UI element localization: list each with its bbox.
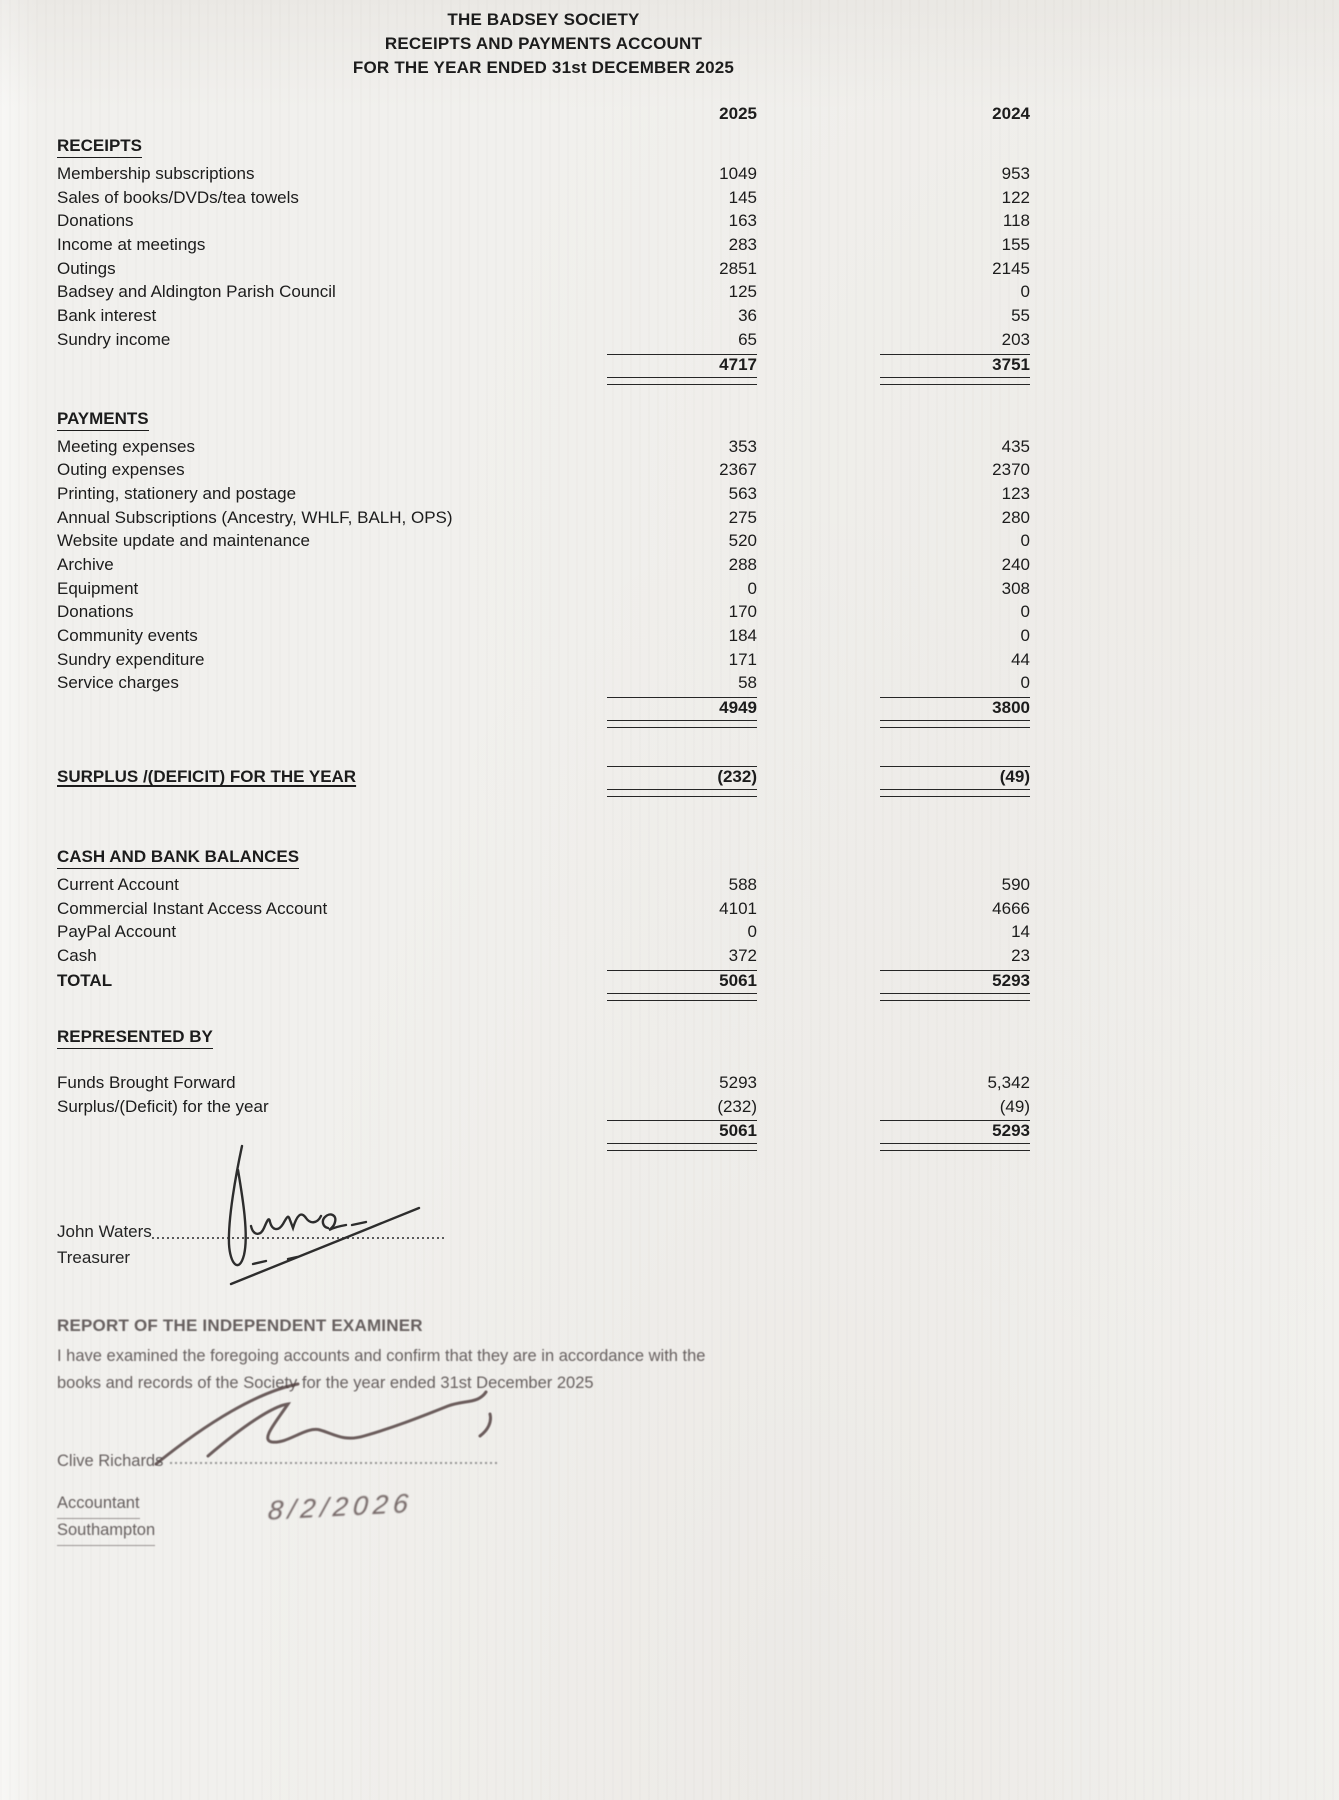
double-rule — [57, 1143, 1030, 1155]
examiner-role: Accountant — [57, 1490, 140, 1519]
table-row: Outings 2851 2145 — [57, 258, 1030, 278]
surplus-2024: (49) — [880, 766, 1030, 787]
table-row: Outing expenses 2367 2370 — [57, 460, 1030, 480]
represented-total-2024: 5293 — [880, 1120, 1030, 1141]
treasurer-role: Treasurer — [57, 1248, 131, 1267]
table-row: Equipment 0 308 — [57, 578, 1030, 598]
balances-total-2025: 5061 — [607, 969, 757, 991]
table-row: Income at meetings 283 155 — [57, 235, 1030, 255]
receipts-total-2024: 3751 — [880, 353, 1030, 375]
table-row: Cash 372 23 — [57, 946, 1030, 966]
examiner-line-1: I have examined the foregoing accounts a… — [57, 1347, 706, 1365]
table-row: Donations 170 0 — [57, 602, 1030, 622]
balances-total-2024: 5293 — [880, 969, 1030, 991]
table-row: Sundry expenditure 171 44 — [57, 649, 1030, 669]
table-row: Donations 163 118 — [57, 211, 1030, 231]
examiner-signature-image — [154, 1382, 492, 1466]
payments-heading: PAYMENTS — [57, 409, 149, 431]
examiner-city: Southampton — [57, 1517, 156, 1546]
examiner-heading: REPORT OF THE INDEPENDENT EXAMINER — [57, 1316, 423, 1335]
represented-total-2025: 5061 — [607, 1120, 757, 1141]
represented-section: REPRESENTED BY Funds Brought Forward 5293… — [57, 1027, 1030, 1155]
payments-total-row: 4949 3800 — [57, 697, 1030, 720]
examiner-dotted-line — [170, 1462, 500, 1464]
document-title: THE BADSEY SOCIETY RECEIPTS AND PAYMENTS… — [57, 0, 1030, 80]
year-header-2024: 2024 — [992, 104, 1030, 123]
table-row: Meeting expenses 353 435 — [57, 436, 1030, 456]
balances-heading: CASH AND BANK BALANCES — [57, 847, 300, 870]
table-row: Annual Subscriptions (Ancestry, WHLF, BA… — [57, 507, 1030, 527]
table-row: Website update and maintenance 520 0 — [57, 531, 1030, 551]
treasurer-name: John Waters — [57, 1222, 152, 1241]
year-header-2025: 2025 — [719, 104, 757, 123]
receipts-total-row: 4717 3751 — [57, 353, 1030, 377]
payments-total-2024: 3800 — [880, 697, 1030, 718]
double-rule — [57, 720, 1030, 732]
table-row: Archive 288 240 — [57, 554, 1030, 574]
table-row: Commercial Instant Access Account 4101 466… — [57, 898, 1030, 918]
treasurer-signature-image — [227, 1144, 421, 1286]
examiner-date-handwritten: 8/2/2026 — [266, 1488, 415, 1526]
balances-total-row: TOTAL 5061 5293 — [57, 969, 1030, 993]
surplus-2025: (232) — [607, 766, 757, 787]
table-row: Membership subscriptions 1049 953 — [57, 164, 1030, 183]
table-row: Funds Brought Forward 5293 5,342 — [57, 1072, 1030, 1092]
represented-heading: REPRESENTED BY — [57, 1027, 213, 1049]
table-row: Printing, stationery and postage 563 123 — [57, 483, 1030, 503]
title-line-2: RECEIPTS AND PAYMENTS ACCOUNT — [384, 34, 703, 53]
table-row: Surplus/(Deficit) for the year (232) (49) — [57, 1096, 1030, 1116]
double-rule — [57, 992, 1030, 1005]
table-row: Sales of books/DVDs/tea towels 145 122 — [57, 187, 1030, 207]
table-row: Community events 184 0 — [57, 626, 1030, 645]
payments-total-2025: 4949 — [607, 697, 757, 718]
receipts-section: RECEIPTS Membership subscriptions 1049 953… — [57, 136, 1030, 389]
signature-dotted-line — [152, 1237, 445, 1239]
table-row: Current Account 588 590 — [57, 875, 1030, 895]
balances-total-label: TOTAL — [57, 970, 113, 990]
accounts-content: THE BADSEY SOCIETY RECEIPTS AND PAYMENTS… — [57, 0, 1030, 1155]
title-line-1: THE BADSEY SOCIETY — [447, 10, 640, 29]
title-line-3: FOR THE YEAR ENDED 31st DECEMBER 2025 — [352, 58, 735, 77]
year-header-row: 2025 2024 — [57, 104, 1030, 128]
balances-section: CASH AND BANK BALANCES Current Account 58… — [57, 847, 1030, 1005]
table-row: Sundry income 65 203 — [57, 329, 1030, 349]
table-row: Badsey and Aldington Parish Council 125 0 — [57, 282, 1030, 302]
double-rule — [57, 789, 1030, 801]
table-row: Bank interest 36 55 — [57, 306, 1030, 326]
represented-total-row: 5061 5293 — [57, 1120, 1030, 1143]
surplus-section: SURPLUS /(DEFICIT) FOR THE YEAR (232) (4… — [57, 766, 1030, 801]
receipts-heading: RECEIPTS — [57, 136, 143, 158]
double-rule — [57, 376, 1030, 389]
table-row: Service charges 58 0 — [57, 673, 1030, 693]
surplus-label: SURPLUS /(DEFICIT) FOR THE YEAR — [57, 767, 357, 787]
examiner-line-2: books and records of the Society for the… — [57, 1374, 594, 1392]
receipts-total-2025: 4717 — [607, 353, 757, 375]
examiner-name: Clive Richards — [57, 1452, 164, 1470]
table-row: PayPal Account 0 14 — [57, 922, 1030, 942]
payments-section: PAYMENTS Meeting expenses 353 435 Outing e… — [57, 409, 1030, 733]
